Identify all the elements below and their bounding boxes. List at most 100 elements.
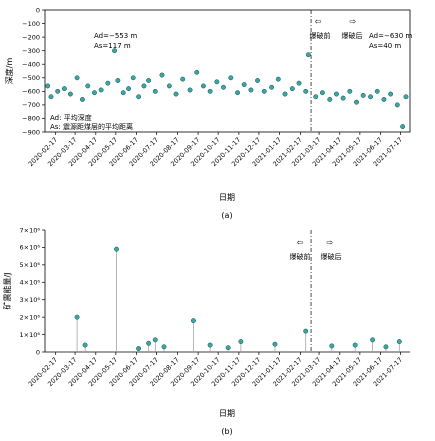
data-point-a — [255, 78, 261, 83]
data-point-b — [146, 340, 152, 346]
data-point-a — [126, 86, 132, 92]
data-point-a — [269, 84, 275, 90]
panel-b: 0 1×10⁶ 2×10⁶ 3×10⁶ 4×10⁶ 5×10⁶ 6×10⁶ 7×10⁶ 202… — [2, 226, 410, 436]
data-point-b — [114, 246, 119, 252]
data-point-a — [146, 78, 152, 83]
y-label-a: 深度/m — [4, 58, 14, 85]
data-point-a — [289, 86, 295, 92]
panel-label-b: (b) — [221, 427, 232, 436]
data-point-a — [296, 80, 302, 86]
y-label-b: 矿震能量/J — [2, 272, 12, 309]
after-label-a: 爆破后 — [342, 31, 363, 40]
data-point-a — [61, 86, 67, 92]
after-label-b: 爆破后 — [321, 252, 342, 261]
data-point-a — [112, 48, 117, 54]
y-tick-label-a: −500 — [22, 74, 40, 82]
data-point-a — [241, 82, 247, 88]
data-point-a — [221, 84, 226, 90]
y-tick-label-a: 0 — [36, 6, 40, 14]
data-point-a — [45, 83, 51, 89]
data-point-b — [272, 341, 278, 347]
data-point-a — [200, 83, 206, 89]
data-point-b — [238, 339, 244, 344]
y-tick-label-a: −800 — [22, 115, 40, 123]
data-point-a — [120, 90, 126, 96]
data-point-b — [190, 318, 196, 324]
data-point-b — [383, 344, 389, 350]
data-point-a — [98, 87, 104, 93]
data-point-a — [235, 90, 240, 96]
data-point-a — [275, 76, 281, 82]
panel-a-points — [45, 48, 409, 130]
panel-b-x-ticks: 2020-02-172020-03-172020-04-172020-05-17… — [27, 352, 404, 388]
data-point-b — [207, 342, 213, 348]
data-point-a — [303, 88, 309, 94]
plot-a-frame — [44, 9, 411, 133]
data-point-b — [152, 337, 158, 343]
y-tick-label-a: −600 — [22, 88, 40, 96]
data-point-a — [394, 102, 400, 108]
panel-a-x-ticks: 2020-02-172020-03-172020-04-172020-05-17… — [27, 132, 404, 168]
data-point-a — [368, 94, 374, 100]
arrow-left-a: ⇦ — [315, 17, 322, 26]
before-label-a: 爆破前 — [310, 31, 331, 40]
data-point-a — [85, 83, 91, 89]
data-point-b — [329, 343, 335, 349]
data-point-a — [354, 99, 359, 105]
data-point-a — [214, 79, 220, 85]
data-point-a — [152, 88, 158, 94]
data-point-a — [347, 88, 353, 94]
data-point-b — [136, 346, 142, 351]
data-point-a — [327, 97, 333, 102]
y-tick-label-b: 2×10⁶ — [20, 313, 41, 321]
data-point-a — [105, 80, 111, 86]
data-point-a — [305, 52, 311, 58]
y-tick-label-b: 6×10⁶ — [20, 244, 41, 252]
y-tick-label-b: 3×10⁶ — [20, 296, 41, 304]
data-point-a — [136, 94, 142, 100]
legend-ad-a: Ad: 平均深度 — [50, 113, 92, 122]
after-ad-a: Ad=−630 m — [369, 32, 412, 40]
data-point-a — [374, 88, 380, 94]
data-point-a — [319, 90, 325, 96]
after-as-a: As=40 m — [369, 42, 401, 50]
y-tick-label-b: 7×10⁶ — [20, 226, 41, 234]
arrow-right-b: ⇨ — [327, 238, 334, 247]
y-tick-label-b: 4×10⁶ — [20, 279, 41, 287]
data-point-b — [74, 314, 80, 320]
data-point-a — [334, 91, 339, 97]
data-point-a — [92, 90, 97, 96]
panel-b-stems — [74, 246, 402, 352]
data-point-a — [159, 72, 165, 78]
before-label-b: 爆破前 — [290, 252, 311, 261]
data-point-a — [360, 92, 366, 98]
data-point-b — [352, 342, 358, 348]
y-tick-label-a: −200 — [22, 33, 40, 41]
data-point-a — [141, 83, 147, 89]
data-point-a — [115, 78, 121, 83]
x-label-a: 日期 — [219, 193, 235, 202]
data-point-a — [55, 88, 61, 94]
data-point-a — [400, 124, 406, 130]
data-point-a — [166, 83, 172, 89]
data-point-b — [396, 339, 402, 344]
panel-a-y-ticks: 0 −100 −200 −300 −400 −500 −600 −700 −800 −900 — [22, 6, 45, 136]
data-point-a — [381, 97, 387, 102]
data-point-b — [370, 337, 376, 343]
data-point-a — [403, 94, 409, 100]
before-ad-a: Ad=−553 m — [94, 32, 137, 40]
y-tick-label-a: −900 — [22, 128, 40, 136]
y-tick-label-a: −100 — [22, 20, 40, 28]
y-tick-label-b: 0 — [36, 348, 40, 356]
data-point-a — [248, 87, 254, 93]
y-tick-label-a: −700 — [22, 101, 40, 109]
y-tick-label-b: 5×10⁶ — [20, 261, 41, 269]
data-point-a — [180, 76, 186, 82]
arrow-left-b: ⇦ — [297, 238, 304, 247]
data-point-b — [303, 328, 309, 334]
data-point-a — [187, 87, 193, 93]
y-tick-label-b: 1×10⁶ — [20, 331, 41, 339]
data-point-a — [207, 88, 213, 94]
data-point-a — [48, 94, 54, 100]
